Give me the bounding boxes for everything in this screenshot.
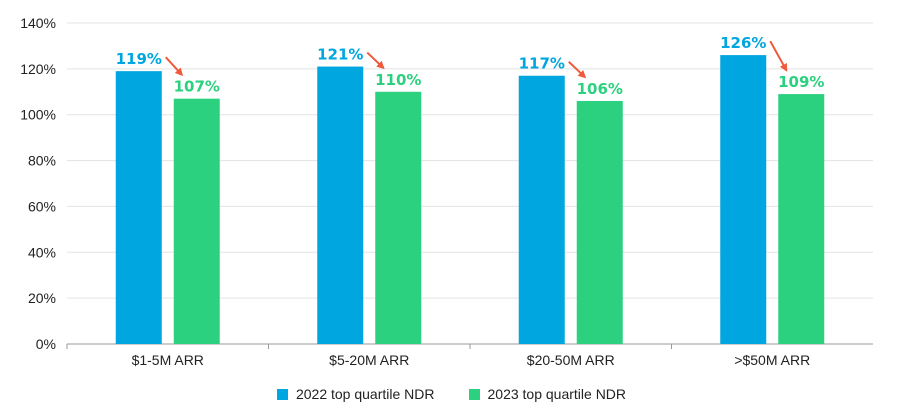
y-tick-label: 100%	[20, 107, 56, 123]
legend-item-2023: 2023 top quartile NDR	[468, 386, 627, 402]
bar-2023	[778, 94, 825, 344]
y-tick-label: 40%	[28, 244, 56, 260]
data-label-2023: 107%	[174, 78, 220, 96]
y-tick-label: 60%	[28, 198, 56, 214]
legend-swatch-2022	[276, 388, 288, 400]
y-tick-label: 80%	[28, 153, 56, 169]
decline-arrow-icon	[366, 51, 385, 70]
data-label-2022: 126%	[720, 34, 766, 52]
bar-2022	[317, 66, 364, 345]
legend-swatch-2023	[468, 388, 480, 400]
bar-2022	[115, 71, 162, 345]
decline-arrow-icon	[568, 61, 587, 79]
legend-item-2022: 2022 top quartile NDR	[276, 386, 435, 402]
data-label-2023: 106%	[577, 80, 623, 98]
data-label-2023: 110%	[375, 71, 421, 89]
bar-2023	[576, 100, 623, 344]
data-label-2022: 119%	[116, 50, 162, 68]
x-tick-label: $1-5M ARR	[132, 352, 204, 368]
x-tick-label: $20-50M ARR	[527, 352, 615, 368]
chart-legend: 2022 top quartile NDR 2023 top quartile …	[0, 386, 903, 402]
bar-2022	[518, 75, 565, 344]
x-tick-label: >$50M ARR	[734, 352, 810, 368]
decline-arrow-icon	[165, 56, 184, 77]
data-label-2022: 121%	[317, 46, 363, 64]
y-tick-label: 20%	[28, 290, 56, 306]
decline-arrow-icon	[769, 40, 788, 72]
data-label-2022: 117%	[519, 55, 565, 73]
bar-2023	[375, 91, 422, 345]
bar-2023	[173, 98, 220, 345]
legend-label-2023: 2023 top quartile NDR	[487, 386, 627, 402]
y-tick-label: 120%	[20, 61, 56, 77]
bar-2022	[720, 55, 767, 344]
data-label-2023: 109%	[778, 73, 824, 91]
y-tick-label: 140%	[20, 15, 56, 31]
x-tick-label: $5-20M ARR	[329, 352, 409, 368]
y-tick-label: 0%	[36, 336, 56, 352]
legend-label-2022: 2022 top quartile NDR	[295, 386, 435, 402]
